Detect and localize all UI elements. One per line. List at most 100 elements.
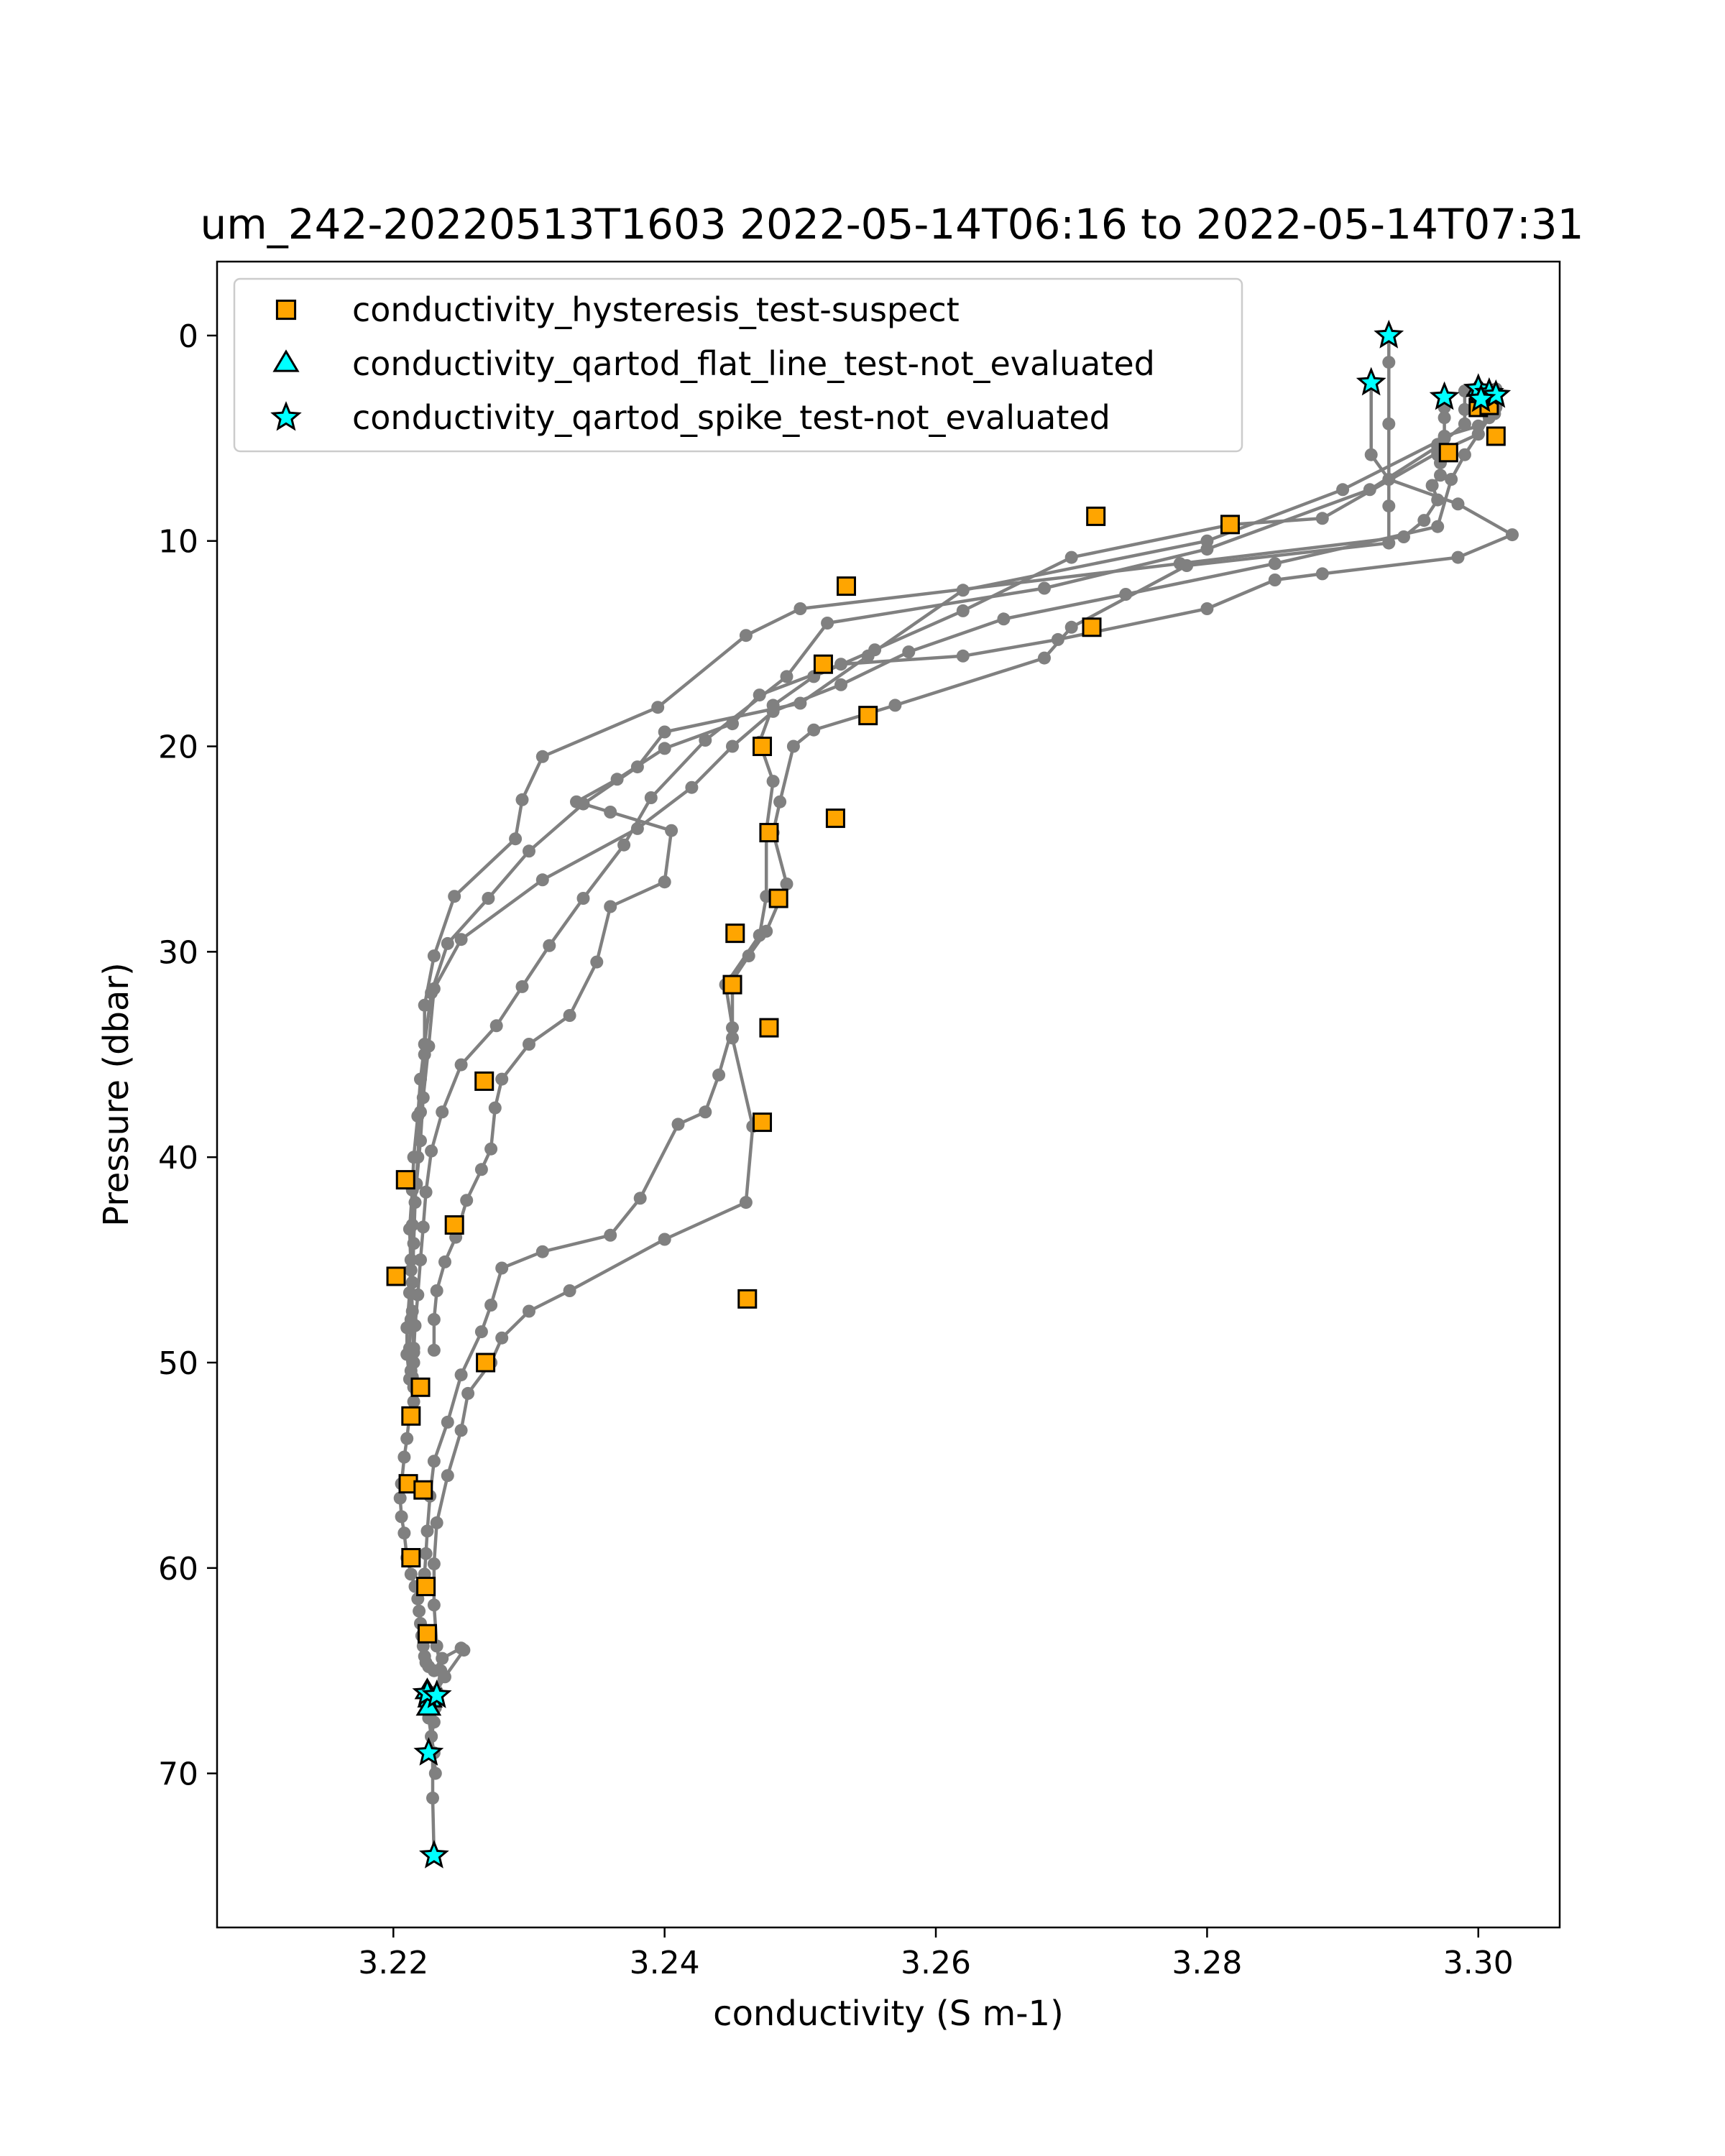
profile-point [419,1547,433,1560]
profile-point [821,617,834,630]
profile-point [1506,528,1519,542]
hysteresis-suspect-marker [1438,443,1458,463]
spike-marker [1481,379,1512,408]
hysteresis-suspect-marker [401,1548,421,1568]
profile-point [461,1386,475,1400]
legend-marker [272,349,300,372]
y-axis: 0 10 20 30 40 50 60 70 [158,318,217,1793]
profile-point [474,1163,488,1176]
legend-item: conductivity_qartod_spike_test-not_evalu… [270,398,1110,437]
profile-point [1364,448,1378,461]
profile-point [604,1228,617,1242]
spike-marker [1374,319,1404,349]
profile-3 [427,376,1519,1357]
profile-point [427,1455,441,1468]
hysteresis-suspect-marker [410,1377,431,1397]
hysteresis-suspect-marker [753,737,773,757]
profile-point [576,797,590,811]
hysteresis-suspect-marker [858,706,878,726]
profile-point [1363,483,1376,497]
legend-label: conductivity_qartod_flat_line_test-not_e… [352,344,1155,383]
profile-point [438,1670,451,1684]
spike-marker [421,1680,452,1708]
profile-point [404,1253,418,1267]
plot-frame [216,260,1561,1929]
profile-point [535,1245,549,1258]
profile-point [888,699,902,712]
x-tick-label: 3.30 [1443,1945,1514,1981]
profile-point [427,1557,441,1571]
hysteresis-suspect-marker [413,1480,433,1500]
profile-point [495,1261,509,1275]
profile-point [495,1072,509,1086]
profile-point [426,1791,439,1805]
y-tick-label: 40 [158,1140,198,1176]
profile-point [427,1313,441,1326]
profile-point [407,1345,420,1359]
profile-point [780,670,794,683]
y-tick-label: 60 [158,1551,198,1588]
profile-point [454,933,468,946]
profile-point [441,936,454,950]
legend-item: conductivity_hysteresis_test-suspect [275,290,960,329]
hysteresis-suspect-marker [476,1353,496,1373]
profile-point [617,838,631,852]
profile-point [484,1142,498,1156]
hysteresis-suspect-marker [753,1112,773,1133]
hysteresis-suspect-marker [416,1577,436,1597]
profile-line [432,382,1514,1350]
profile-point [699,734,712,747]
y-tick-label: 30 [158,934,198,971]
profile-point [604,900,617,913]
profile-point [523,844,535,858]
profile-point [739,629,753,642]
profile-point [766,704,780,718]
profile-point [1434,469,1447,482]
y-tick-label: 70 [158,1756,198,1793]
profile-point [400,1432,414,1445]
profile-point [436,1105,449,1119]
profile-point [739,1196,753,1210]
profile-point [671,1118,685,1131]
profile-point [1038,581,1051,595]
profile-point [1200,543,1214,556]
profile-point [644,791,658,804]
chart-title: um_242-20220513T1603 2022-05-14T06:16 to… [201,200,1584,249]
x-tick-label: 3.28 [1172,1945,1242,1981]
hysteresis-suspect-marker [722,975,742,995]
profile-point [523,1304,535,1318]
profile-point [1417,514,1431,528]
profile-point [1451,497,1465,511]
profile-point [1315,512,1329,525]
profile-point [411,1288,425,1302]
profile-point [407,1356,420,1369]
profile-point [630,760,644,774]
profile-point [576,892,590,905]
profile-point [427,1343,441,1357]
profile-point [454,1424,468,1437]
profile-point [407,1151,420,1164]
profile-point [405,1218,419,1232]
profile-point [397,1450,411,1464]
profile-point [535,750,549,763]
profile-point [658,1233,671,1246]
hysteresis-suspect-marker [837,576,857,596]
y-tick-label: 20 [158,729,198,766]
profile-point [1458,402,1471,416]
profile-point [404,1567,418,1581]
spike-marker [1466,383,1496,413]
y-tick-label: 0 [178,318,198,355]
profile-point [794,602,807,615]
profile-point [834,678,847,691]
profile-point [420,1524,434,1538]
profile-point [474,1325,488,1339]
profile-point [1382,417,1396,430]
hysteresis-suspect-marker [813,654,833,674]
profile-point [523,1038,535,1051]
profile-point [441,1415,454,1429]
profile-7 [405,384,1471,1383]
profile-point [509,832,523,846]
profile-point [454,1368,468,1382]
profile-point [425,1144,438,1158]
profile-point [1268,557,1282,571]
